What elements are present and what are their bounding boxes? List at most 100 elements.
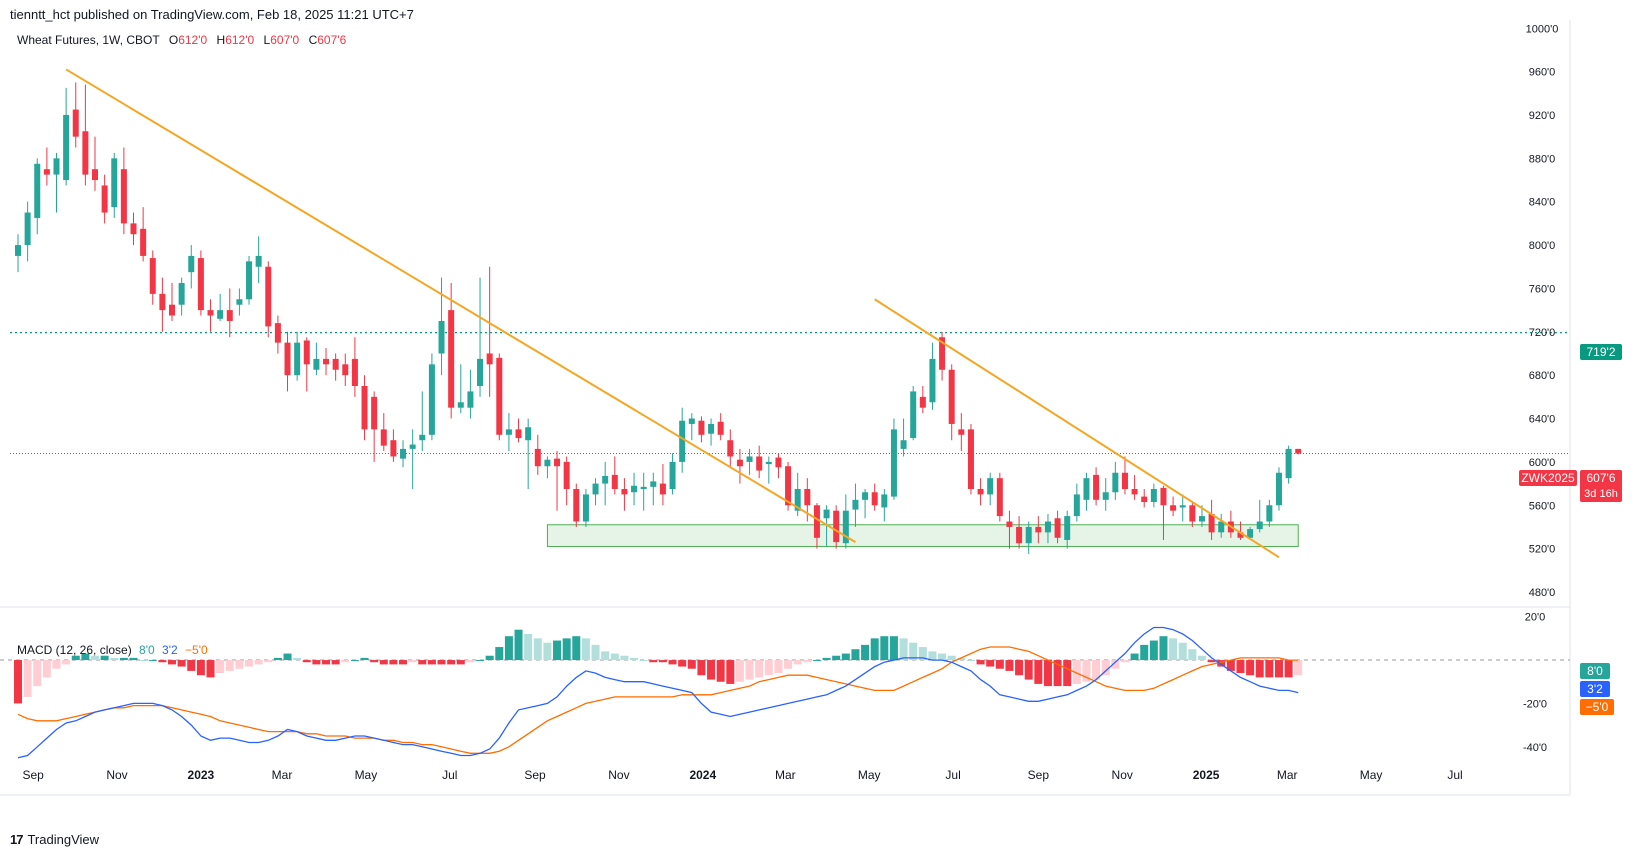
macd-histogram-bar (1246, 660, 1255, 676)
candle-body (1083, 478, 1090, 500)
candle-body (573, 489, 580, 522)
candle-body (563, 461, 570, 489)
macd-histogram-bar (1178, 642, 1187, 661)
macd-histogram-bar (1015, 660, 1024, 676)
candle-body (987, 478, 994, 495)
candles-layer (15, 82, 1302, 555)
macd-histogram-bar (1034, 660, 1043, 684)
signal-line (17, 646, 1299, 754)
candle-body (82, 131, 89, 175)
macd-histogram-bar (880, 636, 889, 661)
trendlines-layer[interactable] (65, 68, 1280, 559)
footer: 17 TradingView (10, 832, 99, 847)
candle-body (140, 228, 147, 256)
candle-body (419, 434, 426, 441)
time-tick-label: Jul (442, 768, 457, 782)
macd-histogram-bar (504, 636, 513, 661)
candle-body (409, 444, 416, 449)
macd-histogram-bar (976, 660, 985, 665)
candle-body (332, 358, 339, 370)
candle-body (862, 492, 869, 500)
price-tick-label: 720'0 (1529, 327, 1556, 339)
candle-body (1073, 494, 1080, 517)
macd-histogram-bar (14, 660, 22, 704)
candle-body (967, 429, 974, 489)
candle-body (63, 114, 70, 181)
time-tick-label: Jul (945, 768, 960, 782)
candle-body (15, 245, 21, 256)
candle-body (910, 391, 917, 439)
macd-value: 8'0 (139, 643, 155, 657)
candle-body (169, 304, 176, 316)
candle-body (1016, 526, 1023, 544)
macd-signal-badge: −5'0 (1586, 700, 1609, 714)
price-badge: 607'6 (1587, 471, 1616, 485)
macd-histogram-bar (1101, 660, 1110, 676)
candle-body (1285, 448, 1292, 479)
candle-body (919, 396, 926, 408)
candle-body (669, 461, 676, 489)
macd-histogram-bar (861, 644, 870, 661)
price-tick-label: 600'0 (1529, 457, 1556, 469)
candle-body (640, 486, 647, 489)
macd-histogram-bar (216, 660, 225, 674)
candle-body (929, 358, 936, 403)
hist-value: −5'0 (185, 643, 208, 657)
macd-histogram-bar (822, 657, 831, 661)
candle-body (236, 299, 243, 305)
candle-body (101, 185, 108, 213)
ticker-badge-bg (1519, 470, 1577, 486)
candle-body (120, 169, 127, 224)
candle-body (1093, 474, 1100, 500)
macd-histogram-bar (62, 660, 71, 665)
macd-histogram-bar (360, 657, 369, 661)
candle-body (371, 396, 378, 430)
candle-body (34, 163, 41, 218)
macd-histogram-bar (408, 660, 417, 663)
macd-line-badge: 3'2 (1587, 682, 1603, 696)
time-tick-label: Mar (272, 768, 293, 782)
macd-title[interactable]: MACD (12, 26, close) (17, 643, 132, 657)
time-tick-label: Nov (608, 768, 629, 782)
tradingview-logo-icon[interactable]: 17 (10, 832, 24, 847)
trendline[interactable] (874, 298, 1280, 559)
candle-body (1044, 521, 1051, 533)
symbol-name[interactable]: Wheat Futures, 1W, CBOT (17, 33, 160, 47)
macd-histogram-bar (485, 655, 494, 661)
candle-body (72, 109, 79, 137)
macd-histogram-bar (687, 660, 696, 669)
trendline[interactable] (65, 68, 856, 543)
brand-name[interactable]: TradingView (27, 832, 100, 847)
candle-body (265, 266, 272, 327)
candle-body (1112, 472, 1119, 493)
axes-layer: 480'0 520'0 560'0 600'0 640'0 680'0 720'0 760'0… (22, 23, 1558, 782)
macd-histogram-bar (870, 638, 879, 661)
candle-body (159, 293, 166, 311)
candle-body (1160, 487, 1167, 506)
candle-body (351, 358, 358, 387)
time-tick-label: Nov (1112, 768, 1133, 782)
candle-body (602, 475, 609, 484)
candle-body (1247, 529, 1254, 538)
macd-histogram-bar (1053, 660, 1062, 687)
macd-histogram-bar (678, 660, 687, 667)
macd-histogram-bar (639, 660, 648, 662)
time-tick-label: May (1360, 768, 1383, 782)
candle-body (823, 509, 830, 519)
macd-histogram-bar (312, 660, 321, 665)
macd-histogram-bar (1294, 660, 1303, 676)
macd-legend: MACD (12, 26, close) 8'0 3'2 −5'0 (17, 643, 208, 657)
high-label: H (216, 33, 226, 47)
macd-histogram-bar (918, 647, 927, 661)
candle-body (688, 418, 695, 424)
grid-layer (0, 20, 1571, 796)
macd-histogram-bar (581, 638, 590, 661)
candle-body (1170, 505, 1177, 511)
macd-histogram-bar (812, 660, 821, 662)
macd-histogram-bar (399, 660, 408, 665)
macd-histogram-bar (995, 660, 1004, 669)
price-tick-label: 680'0 (1529, 370, 1556, 382)
candle-body (717, 421, 724, 435)
candle-body (505, 429, 512, 435)
